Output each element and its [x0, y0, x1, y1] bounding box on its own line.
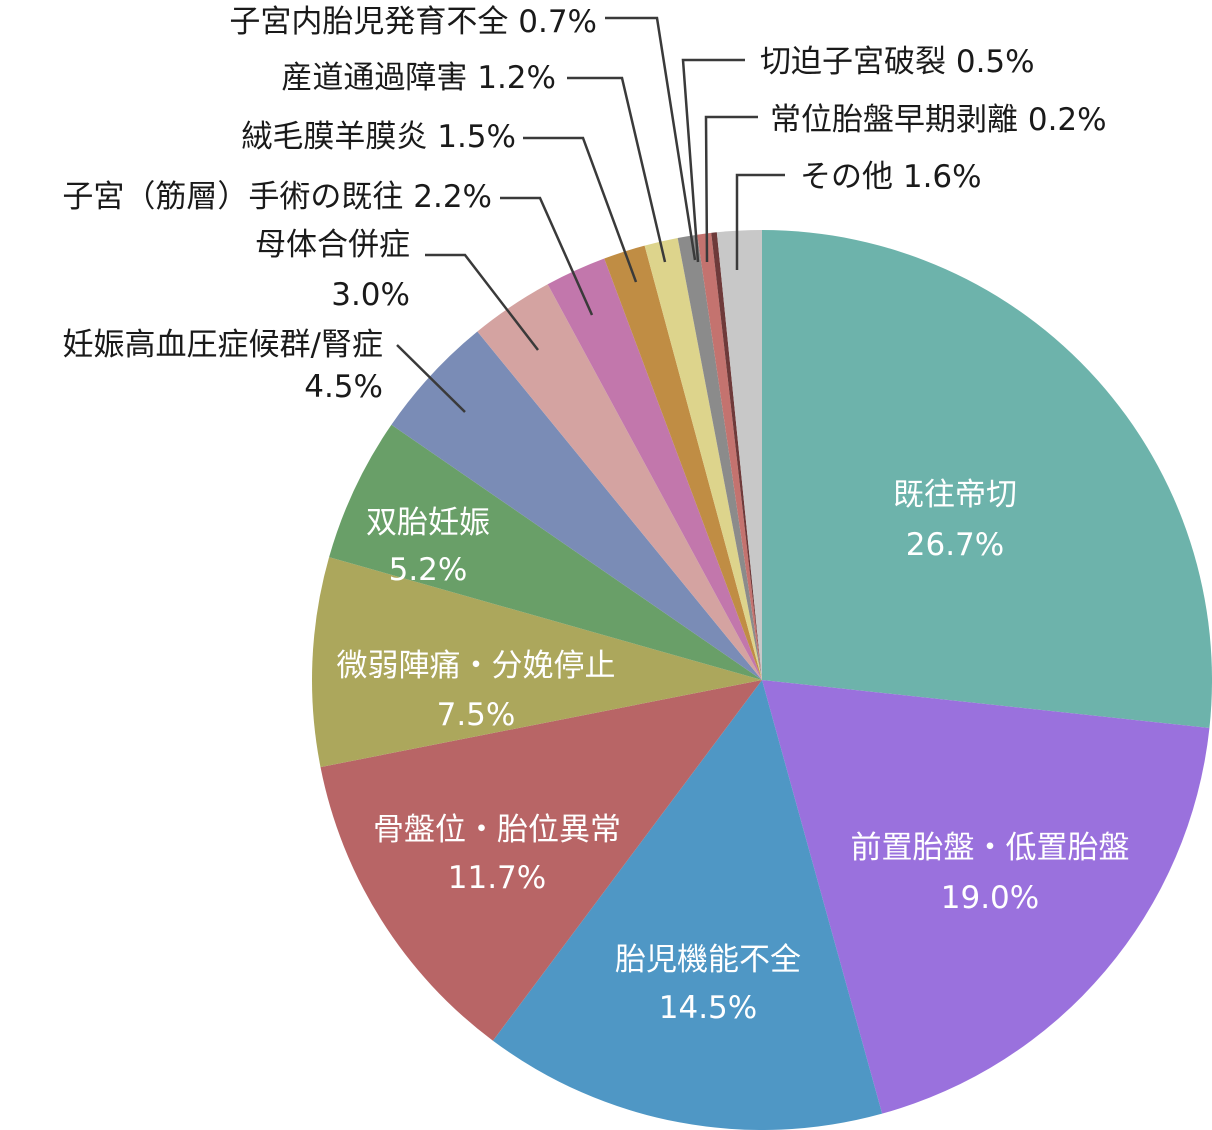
slice-label: 4.5%	[304, 369, 383, 405]
slice-label: 11.7%	[448, 860, 546, 896]
pie-slice	[391, 331, 762, 680]
leader-line	[425, 253, 539, 351]
pie-slice	[312, 557, 762, 768]
slice-label: 7.5%	[437, 697, 516, 733]
slice-label: 母体合併症	[255, 227, 410, 263]
slice-label: 双胎妊娠	[366, 505, 490, 541]
pie-slice	[697, 232, 762, 680]
slice-label: 妊娠高血圧症候群/腎症	[63, 327, 383, 363]
pie-slice	[677, 234, 762, 680]
slice-label: 産道通過障害 1.2%	[281, 60, 556, 96]
leader-line	[523, 136, 638, 283]
leader-line	[681, 58, 745, 263]
slice-label: 微弱陣痛・分娩停止	[337, 648, 616, 684]
slice-label: 26.7%	[906, 527, 1004, 563]
pie-slice	[329, 424, 762, 680]
slice-label: 胎児機能不全	[615, 942, 801, 978]
leader-line	[605, 16, 697, 261]
pie-slice	[547, 258, 762, 680]
slice-label: その他 1.6%	[800, 159, 982, 195]
pie-slice	[477, 284, 762, 680]
leader-lines	[396, 16, 785, 413]
slice-label: 既往帝切	[893, 477, 1017, 513]
slice-label: 14.5%	[659, 990, 757, 1026]
slice-label: 骨盤位・胎位異常	[373, 812, 621, 848]
pie-slice	[320, 680, 762, 1041]
slice-label: 子宮内胎児発育不全 0.7%	[229, 4, 597, 40]
leader-line	[704, 115, 758, 263]
pie-slice	[492, 680, 883, 1130]
slice-label: 19.0%	[941, 880, 1039, 916]
pie-slice	[762, 230, 1212, 728]
slice-label: 絨毛膜羊膜炎 1.5%	[241, 119, 516, 155]
pie-slice	[711, 232, 762, 680]
leader-line	[396, 344, 466, 413]
leader-line	[735, 173, 785, 270]
slice-labels: 既往帝切 26.7% 前置胎盤・低置胎盤 19.0% 胎児機能不全 14.5% 骨盤位・胎位…	[62, 4, 1129, 1026]
leader-line	[567, 76, 667, 263]
slice-label: 前置胎盤・低置胎盤	[851, 830, 1130, 866]
slice-label: 子宮（筋層）手術の既往 2.2%	[62, 179, 492, 215]
slice-label: 3.0%	[331, 277, 410, 313]
pie-slice	[644, 237, 762, 680]
slice-label: 5.2%	[389, 552, 468, 588]
pie-slice	[604, 245, 762, 680]
pie-slices	[312, 229, 1212, 1130]
pie-slice	[762, 680, 1210, 1114]
pie-slice	[716, 229, 762, 680]
slice-label: 切迫子宮破裂 0.5%	[760, 44, 1035, 80]
leader-line	[500, 196, 594, 316]
slice-label: 常位胎盤早期剥離 0.2%	[770, 102, 1107, 138]
